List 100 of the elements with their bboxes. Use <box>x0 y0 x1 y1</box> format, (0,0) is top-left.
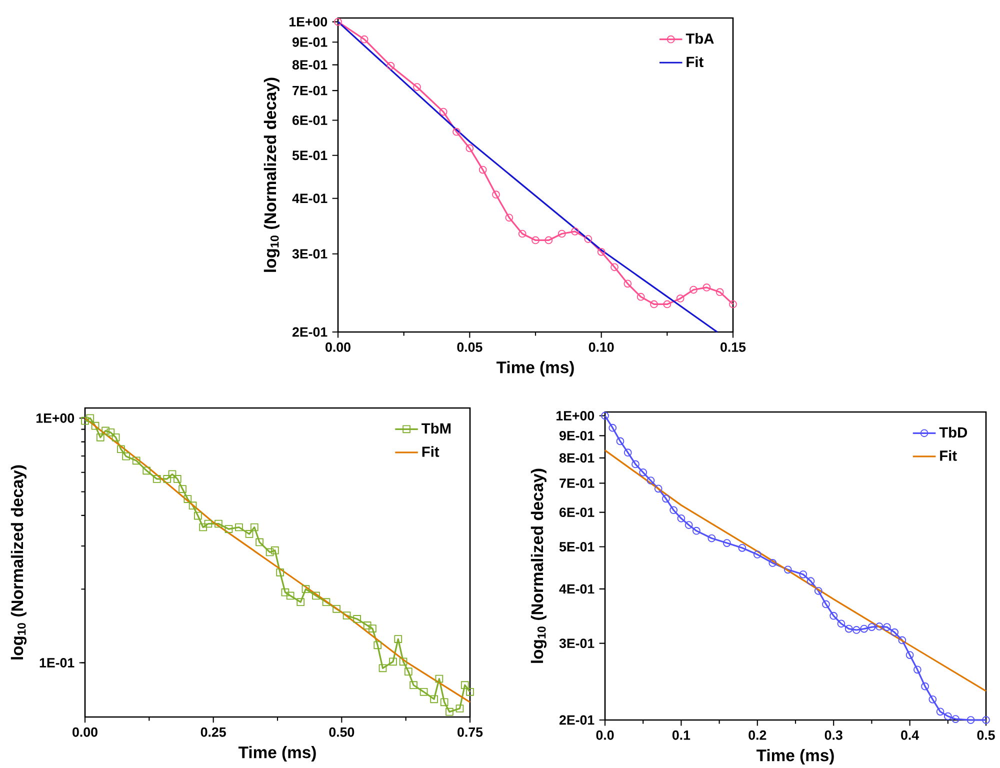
point <box>571 228 579 236</box>
point <box>276 568 284 576</box>
point <box>460 681 469 690</box>
point <box>852 626 860 634</box>
x-tick-label: 0.50 <box>329 727 354 737</box>
y-tick-label: 3E-01 <box>559 638 594 648</box>
point <box>768 559 777 567</box>
line-series <box>604 449 987 692</box>
point <box>440 698 448 706</box>
point <box>518 230 526 238</box>
point <box>286 592 294 600</box>
point <box>532 236 540 244</box>
legend-label: Fit <box>686 56 704 68</box>
point <box>616 437 624 446</box>
point <box>650 300 658 308</box>
y-tick-label: 9E-01 <box>559 430 594 440</box>
point <box>729 300 737 308</box>
point <box>921 682 929 690</box>
y-tick-label: 8E-01 <box>292 60 328 70</box>
point <box>624 448 632 457</box>
point <box>96 433 104 442</box>
point <box>632 460 640 468</box>
point <box>654 484 662 493</box>
point <box>952 715 960 723</box>
point <box>116 445 125 454</box>
point <box>753 550 762 558</box>
x-tick-label: 0.10 <box>588 342 614 352</box>
y-axis-title: log$_{10}$ (Normalized decay) <box>10 465 27 660</box>
point <box>386 62 395 70</box>
point <box>944 712 952 720</box>
point <box>378 664 387 672</box>
point <box>334 18 342 26</box>
point <box>597 248 606 256</box>
point <box>608 424 617 432</box>
point <box>913 666 922 674</box>
point <box>266 548 274 556</box>
x-tick-label: 0.25 <box>200 727 226 737</box>
point <box>708 534 716 542</box>
point <box>662 494 670 503</box>
point <box>456 704 464 712</box>
point <box>610 263 618 272</box>
point <box>830 612 838 620</box>
legend-label: TbA <box>686 33 714 44</box>
point <box>898 636 906 644</box>
point <box>466 688 474 696</box>
point <box>81 416 89 425</box>
point <box>389 658 397 666</box>
point <box>296 598 305 606</box>
point <box>692 526 700 535</box>
x-axis-title: Time (ms) <box>238 746 316 762</box>
x-tick-label: 0.00 <box>326 342 350 352</box>
point <box>413 83 421 91</box>
y-axis-title: log$_{10}$ (Normalized decay) <box>264 78 280 272</box>
point <box>281 588 290 596</box>
y-tick-label: 3E-01 <box>292 249 328 259</box>
point <box>868 623 876 631</box>
x-tick-label: 0.2 <box>748 730 766 740</box>
x-tick-label: 0.00 <box>72 727 98 737</box>
point <box>250 523 258 532</box>
point <box>890 628 898 636</box>
point <box>860 624 868 633</box>
point <box>178 485 186 493</box>
point <box>363 622 372 630</box>
point <box>168 470 176 478</box>
point <box>722 539 731 547</box>
x-tick-label: 0.3 <box>824 730 842 740</box>
point <box>646 476 655 484</box>
point <box>394 635 402 643</box>
legend-label: Fit <box>940 450 957 461</box>
x-tick-label: 0.5 <box>977 730 995 740</box>
point <box>601 412 609 420</box>
x-tick-label: 0.0 <box>596 730 614 740</box>
point <box>784 566 792 574</box>
point <box>982 716 990 724</box>
point <box>439 108 448 116</box>
x-axis-title: Time (ms) <box>496 360 574 377</box>
point <box>677 514 686 522</box>
point <box>302 585 310 594</box>
point <box>332 604 340 613</box>
point <box>368 624 376 632</box>
point <box>822 600 830 608</box>
point <box>814 586 822 595</box>
point <box>478 166 487 174</box>
y-tick-label: 6E-01 <box>292 116 328 125</box>
point <box>184 495 192 503</box>
point <box>806 577 815 586</box>
y-tick-label: 9E-01 <box>292 37 328 47</box>
point <box>106 428 115 436</box>
x-tick-label: 0.1 <box>672 730 690 740</box>
point <box>245 530 254 538</box>
point <box>584 235 592 243</box>
y-axis-title: log$_{10}$ (Normalized decay) <box>530 468 547 663</box>
point <box>636 292 645 301</box>
point <box>312 592 320 600</box>
point <box>624 280 632 288</box>
point <box>799 570 808 578</box>
point <box>214 520 222 528</box>
point <box>91 422 100 430</box>
point <box>410 681 418 690</box>
point <box>374 641 382 650</box>
